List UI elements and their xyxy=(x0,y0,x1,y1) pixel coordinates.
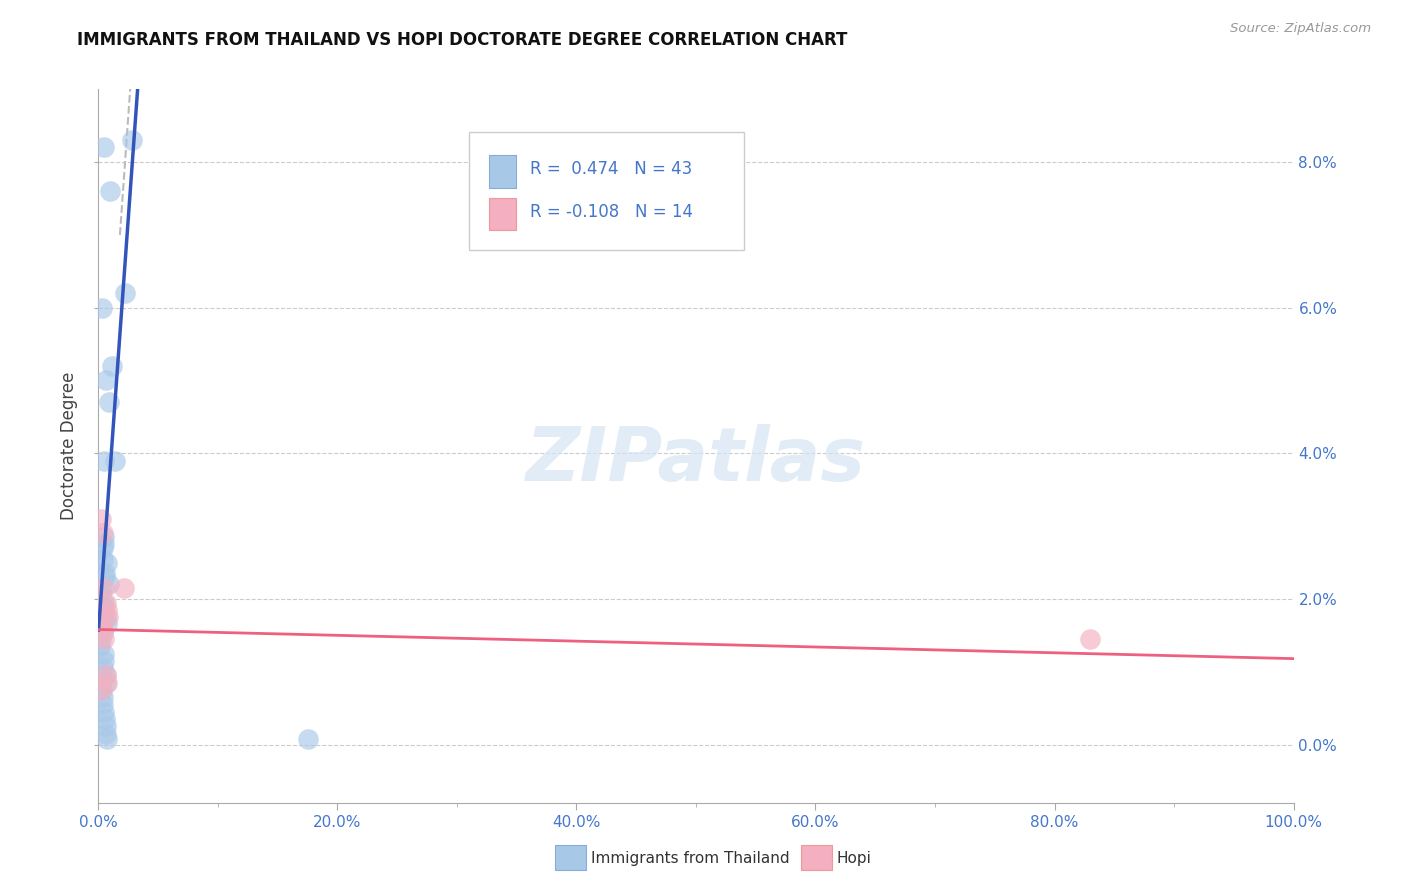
Text: ZIPatlas: ZIPatlas xyxy=(526,424,866,497)
Point xyxy=(94,719,117,733)
Point xyxy=(93,140,115,154)
Point xyxy=(93,654,115,668)
Point xyxy=(93,647,115,661)
Point xyxy=(121,133,143,147)
Text: Immigrants from Thailand: Immigrants from Thailand xyxy=(591,851,789,865)
Point xyxy=(93,596,115,610)
Point xyxy=(93,603,115,617)
Point xyxy=(94,668,117,682)
Point xyxy=(91,682,114,697)
Point xyxy=(98,184,122,198)
Point xyxy=(91,624,114,639)
Point xyxy=(96,556,118,570)
Point xyxy=(94,712,117,726)
Point xyxy=(91,614,114,628)
Point xyxy=(93,705,115,719)
Point xyxy=(90,632,112,646)
Bar xyxy=(489,155,516,187)
Point xyxy=(90,512,112,526)
Point xyxy=(94,374,117,388)
Point xyxy=(89,639,111,653)
Point xyxy=(90,584,112,599)
Point xyxy=(91,698,114,712)
Point xyxy=(93,453,115,467)
Point xyxy=(93,530,115,544)
Text: Hopi: Hopi xyxy=(837,851,872,865)
Point xyxy=(91,617,114,632)
Point xyxy=(94,668,117,682)
Point xyxy=(96,675,118,690)
Point xyxy=(91,599,114,614)
Point xyxy=(91,552,114,566)
Point xyxy=(114,286,136,301)
Text: R =  0.474   N = 43: R = 0.474 N = 43 xyxy=(530,160,692,178)
Point xyxy=(94,610,117,624)
Text: Source: ZipAtlas.com: Source: ZipAtlas.com xyxy=(1230,22,1371,36)
Point xyxy=(93,581,115,595)
Point xyxy=(112,581,135,595)
Point xyxy=(96,603,118,617)
FancyBboxPatch shape xyxy=(470,132,744,250)
Point xyxy=(297,731,319,746)
Point xyxy=(94,566,117,581)
Point xyxy=(1080,632,1102,646)
Point xyxy=(94,596,117,610)
Point xyxy=(91,541,114,555)
Point xyxy=(91,624,114,639)
Point xyxy=(100,359,122,373)
Bar xyxy=(489,198,516,230)
Point xyxy=(91,661,114,675)
Point xyxy=(91,690,114,705)
Text: IMMIGRANTS FROM THAILAND VS HOPI DOCTORATE DEGREE CORRELATION CHART: IMMIGRANTS FROM THAILAND VS HOPI DOCTORA… xyxy=(77,31,848,49)
Point xyxy=(90,682,112,697)
Point xyxy=(98,395,121,409)
Point xyxy=(93,537,115,551)
Point xyxy=(96,617,118,632)
Point xyxy=(97,610,120,624)
Point xyxy=(91,301,114,315)
Point xyxy=(104,453,127,467)
Point xyxy=(96,731,118,746)
Point xyxy=(97,577,120,591)
Point xyxy=(93,632,115,646)
Point xyxy=(91,526,114,541)
Point xyxy=(96,675,118,690)
Text: R = -0.108   N = 14: R = -0.108 N = 14 xyxy=(530,202,693,220)
Point xyxy=(96,726,118,740)
Y-axis label: Doctorate Degree: Doctorate Degree xyxy=(60,372,79,520)
Point xyxy=(94,570,117,584)
Point xyxy=(91,607,114,621)
